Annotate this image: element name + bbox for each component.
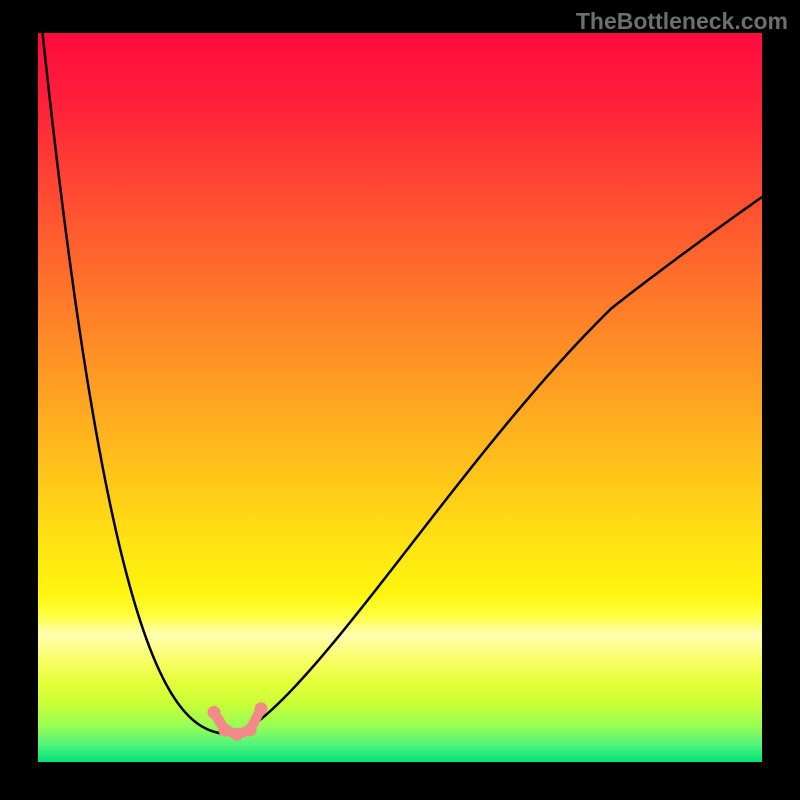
dip-point [218,723,231,736]
gradient-background [38,33,762,762]
plot-svg [38,33,762,762]
dip-point [244,723,257,736]
dip-point [207,706,220,719]
watermark-text: TheBottleneck.com [576,8,788,35]
dip-point [231,728,244,741]
dip-point [254,702,267,715]
chart-root: TheBottleneck.com [0,0,800,800]
